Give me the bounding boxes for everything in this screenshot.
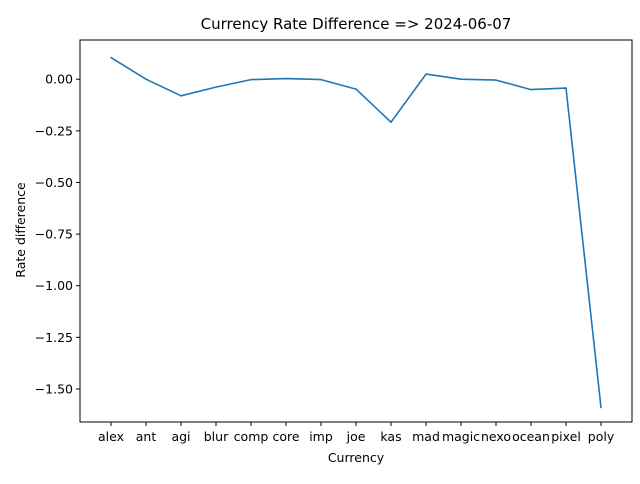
data-point: [180, 94, 182, 97]
data-point: [390, 121, 392, 123]
y-tick-label: −1.00: [35, 278, 73, 293]
y-tick-label: −1.50: [35, 381, 73, 396]
data-point: [460, 78, 462, 81]
x-axis-label: Currency: [328, 450, 385, 465]
plot-frame: [79, 39, 633, 423]
data-point: [320, 78, 322, 81]
x-tick-label: ocean: [512, 429, 550, 444]
data-point: [600, 406, 602, 409]
data-point: [215, 86, 217, 88]
plot-area: 0.00 −0.25 −0.50 −0.75 −1.00 −1.25 −1.50 alex an…: [35, 39, 633, 444]
x-tick-label: agi: [171, 429, 190, 444]
data-point: [425, 73, 427, 75]
y-tick-label: 0.00: [45, 72, 73, 87]
x-tick-label: magic: [442, 429, 480, 444]
x-tick-label: pixel: [551, 429, 581, 444]
data-point: [355, 88, 357, 90]
x-tick-label: poly: [588, 429, 615, 444]
x-tick-label: nexo: [481, 429, 511, 444]
y-tick-label: −0.50: [35, 175, 73, 190]
y-tick-label: −1.25: [35, 330, 73, 345]
data-point: [110, 56, 112, 59]
x-tick-label: mad: [412, 429, 440, 444]
data-point: [145, 78, 147, 81]
data-point: [285, 77, 287, 80]
x-tick-label: imp: [309, 429, 333, 444]
y-tick-label: −0.25: [35, 123, 73, 138]
x-tick-label: core: [272, 429, 299, 444]
series-line: [110, 56, 602, 408]
data-point: [565, 87, 567, 89]
chart-title: Currency Rate Difference => 2024-06-07: [201, 15, 512, 33]
data-point: [530, 88, 532, 91]
data-point: [495, 79, 497, 81]
data-point: [250, 78, 252, 81]
x-tick-label: joe: [346, 429, 366, 444]
x-tick-label: blur: [204, 429, 229, 444]
x-tick-label: alex: [98, 429, 124, 444]
y-axis-label: Rate difference: [13, 182, 28, 278]
x-tick-label: kas: [380, 429, 401, 444]
x-tick-label: ant: [136, 429, 157, 444]
y-tick-label: −0.75: [35, 227, 73, 242]
x-tick-label: comp: [234, 429, 269, 444]
